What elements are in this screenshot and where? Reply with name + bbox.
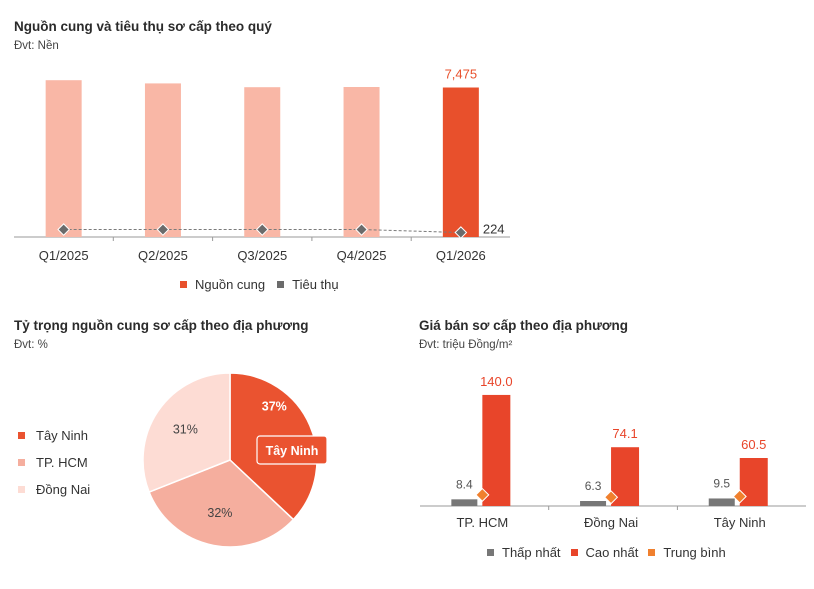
legend-label-min: Thấp nhất — [502, 545, 561, 560]
legend-consumption: Tiêu thụ — [277, 277, 339, 292]
legend-swatch-consumption — [277, 281, 285, 288]
legend-min: Thấp nhất — [487, 545, 561, 560]
legend-max: Cao nhất — [570, 545, 639, 560]
pie-data-label-tp-hcm: 32% — [207, 506, 232, 520]
x-tick-label-q1-2025: Q1/2025 — [39, 248, 89, 263]
legend-label-consumption: Tiêu thụ — [292, 277, 339, 292]
pie-legend: Tây Ninh TP. HCM Đồng Nai — [18, 426, 90, 507]
x-tick-label-dong-nai: Đồng Nai — [584, 515, 638, 530]
supply-data-label: 7,475 — [445, 67, 478, 82]
pie-legend-swatch-hcm — [18, 458, 25, 466]
consumption-marker-q3-2025 — [255, 223, 269, 236]
pie-legend-swatch-dong-nai — [18, 485, 25, 493]
legend-swatch-supply — [180, 281, 187, 288]
consumption-marker-q4-2025 — [355, 223, 368, 236]
consumption-marker-q1-2026 — [454, 226, 468, 239]
min-price-bar-tp-hcm — [451, 499, 478, 506]
x-tick-label-q3-2025: Q3/2025 — [237, 248, 287, 263]
consumption-data-label: 224 — [483, 222, 505, 237]
x-tick-label-q1-2026: Q1/2026 — [436, 248, 486, 263]
x-tick-label-q2-2025: Q2/2025 — [138, 248, 188, 263]
legend-label-avg: Trung bình — [663, 545, 726, 560]
chart2-title: Tỷ trọng nguồn cung sơ cấp theo địa phươ… — [14, 318, 309, 333]
avg-price-marker-dong-nai — [603, 490, 619, 505]
pie-legend-label-dong-nai: Đồng Nai — [36, 481, 91, 497]
chart1-unit: Đvt: Nền — [14, 40, 59, 52]
chart3-unit: Đvt: triệu Đồng/m² — [419, 339, 513, 351]
supply-bar-q1-2025 — [45, 80, 82, 237]
legend-avg: Trung bình — [648, 545, 726, 560]
pie-callout-box — [256, 435, 328, 465]
pie-legend-dong-nai: Đồng Nai — [18, 480, 90, 498]
legend-swatch-min — [487, 549, 494, 556]
chart2-unit: Đvt: % — [14, 339, 48, 351]
min-price-bar-dong-nai — [580, 501, 607, 506]
min-price-label: 8.4 — [456, 477, 473, 491]
legend-supply: Nguồn cung — [180, 277, 265, 292]
legend-label-max: Cao nhất — [585, 545, 639, 560]
min-price-bar-tay-ninh — [708, 498, 735, 506]
pie-legend-label-hcm: TP. HCM — [36, 454, 88, 470]
price-by-region-chart: 8.4 140.0 TP. HCM 6.3 74.1 Đồng Nai 9.5 60.5 Tây… — [420, 374, 806, 530]
legend-swatch-max — [570, 549, 578, 556]
pie-slice-dong-nai — [142, 372, 231, 494]
consumption-marker-q2-2025 — [156, 223, 170, 236]
supply-bar-q2-2025 — [144, 83, 181, 238]
avg-price-marker-tp-hcm — [475, 487, 490, 502]
legend-swatch-avg — [648, 549, 656, 556]
min-price-label: 9.5 — [713, 476, 730, 490]
x-tick-label-q4-2025: Q4/2025 — [337, 248, 387, 263]
supply-share-pie-chart: 37% 32% 31% Tây Ninh — [142, 372, 328, 548]
max-price-bar-tp-hcm — [482, 394, 511, 506]
legend-label-supply: Nguồn cung — [195, 277, 266, 292]
chart1-title: Nguồn cung và tiêu thụ sơ cấp theo quý — [14, 19, 272, 34]
x-tick-label-tay-ninh: Tây Ninh — [714, 515, 766, 530]
consumption-marker-q1-2025 — [57, 223, 71, 236]
supply-bar-q4-2025 — [343, 87, 380, 237]
pie-legend-swatch-tay-ninh — [18, 431, 25, 439]
max-price-label: 140.0 — [480, 374, 513, 389]
pie-data-label-dong-nai: 31% — [173, 423, 198, 437]
pie-legend-hcm: TP. HCM — [18, 453, 90, 471]
min-price-label: 6.3 — [585, 479, 602, 493]
pie-legend-tay-ninh: Tây Ninh — [18, 426, 90, 444]
chart3-legend: Thấp nhất Cao nhất Trung bình — [487, 545, 726, 560]
supply-bar-q3-2025 — [244, 87, 281, 237]
max-price-label: 74.1 — [612, 426, 637, 441]
supply-bar-q1-2026 — [442, 87, 479, 237]
supply-consumption-chart: Q1/2025 Q2/2025 Q3/2025 Q4/2025 Q1/2026 7,475… — [14, 67, 510, 263]
pie-legend-label-tay-ninh: Tây Ninh — [36, 427, 89, 443]
avg-price-marker-tay-ninh — [732, 489, 747, 504]
chart3-title: Giá bán sơ cấp theo địa phương — [419, 318, 628, 333]
pie-callout-label: Tây Ninh — [266, 444, 319, 458]
chart1-legend: Nguồn cung Tiêu thụ — [180, 277, 339, 292]
max-price-label: 60.5 — [741, 437, 766, 452]
pie-slice-tp-hcm — [148, 459, 295, 548]
x-tick-label-tp-hcm: TP. HCM — [456, 515, 508, 530]
consumption-line — [63, 229, 461, 234]
pie-data-label-tay-ninh: 37% — [262, 400, 287, 414]
